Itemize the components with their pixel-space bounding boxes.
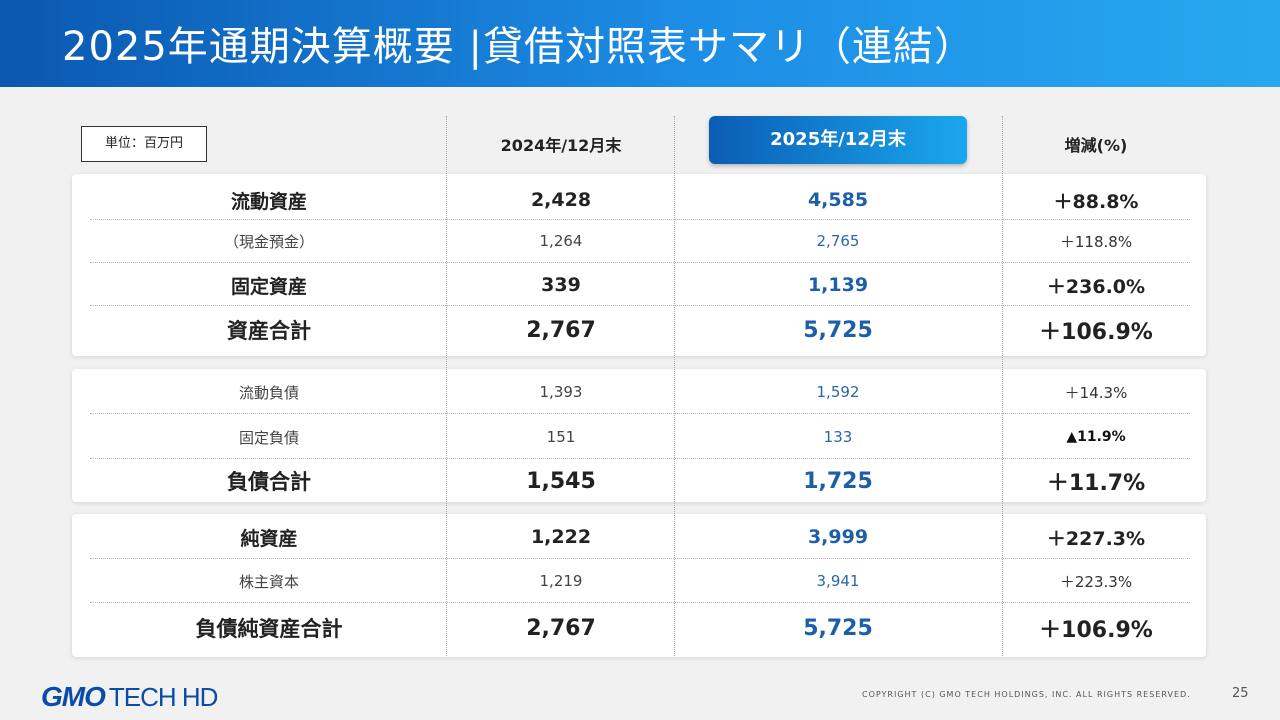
value-curr: 3,999 <box>807 526 869 548</box>
liabilities-group: 流動負債 1,393 1,592 ＋14.3% 固定負債 151 133 ▲11… <box>72 369 1206 502</box>
value-curr: 5,725 <box>803 317 873 343</box>
table-row: 固定資産 339 1,139 ＋236.0% <box>72 264 1206 306</box>
row-label: （現金預金） <box>223 232 314 251</box>
table-row: 固定負債 151 133 ▲11.9% <box>72 416 1206 458</box>
value-prev: 339 <box>541 274 581 296</box>
row-divider <box>90 558 1190 559</box>
value-change: ＋223.3% <box>1059 572 1133 591</box>
value-curr: 5,725 <box>803 615 873 641</box>
row-divider <box>90 458 1190 459</box>
page-number: 25 <box>1232 686 1249 701</box>
table-row-total: 負債純資産合計 2,767 5,725 ＋106.9% <box>72 604 1206 652</box>
column-divider <box>674 116 675 656</box>
value-curr: 1,592 <box>816 383 860 401</box>
row-label: 資産合計 <box>227 319 311 343</box>
row-label: 固定資産 <box>230 275 307 298</box>
column-divider <box>1002 116 1003 656</box>
value-change: ＋14.3% <box>1064 383 1128 402</box>
company-logo: GMO TECH HD <box>41 681 219 712</box>
table-row-total: 負債合計 1,545 1,725 ＋11.7% <box>72 460 1206 502</box>
page-title: 2025年通期決算概要 |貸借対照表サマリ（連結） <box>62 24 975 70</box>
value-change: ＋11.7% <box>1046 471 1146 496</box>
value-prev: 151 <box>546 428 576 446</box>
column-divider <box>446 116 447 656</box>
value-change: ＋118.8% <box>1059 232 1133 251</box>
value-prev: 2,767 <box>526 615 596 641</box>
row-divider <box>90 219 1190 220</box>
column-header-change: 増減(%) <box>1064 136 1128 155</box>
row-divider <box>90 602 1190 603</box>
value-change: ＋236.0% <box>1046 275 1146 298</box>
table-row: 株主資本 1,219 3,941 ＋223.3% <box>72 560 1206 602</box>
value-prev: 1,264 <box>539 232 583 250</box>
equity-group: 純資産 1,222 3,999 ＋227.3% 株主資本 1,219 3,941… <box>72 514 1206 657</box>
value-curr: 3,941 <box>816 572 860 590</box>
value-curr: 1,139 <box>807 274 869 296</box>
row-label: 負債合計 <box>227 470 311 494</box>
row-label: 負債純資産合計 <box>195 617 343 641</box>
value-change: ＋106.9% <box>1039 618 1153 643</box>
value-curr: 133 <box>823 428 853 446</box>
value-curr: 1,725 <box>803 468 873 494</box>
row-label: 固定負債 <box>238 428 299 447</box>
value-change: ＋227.3% <box>1046 527 1146 550</box>
table-row: 純資産 1,222 3,999 ＋227.3% <box>72 516 1206 558</box>
table-row: 流動資産 2,428 4,585 ＋88.8% <box>72 180 1206 220</box>
row-divider <box>90 305 1190 306</box>
value-change: ＋88.8% <box>1053 190 1139 213</box>
value-change: ＋106.9% <box>1039 320 1153 345</box>
logo-tech: TECH HD <box>108 682 219 712</box>
copyright: COPYRIGHT (C) GMO TECH HOLDINGS, INC. AL… <box>862 690 1191 699</box>
unit-label: 単位：百万円 <box>81 126 207 162</box>
column-header-curr: 2025年/12月末 <box>709 116 967 164</box>
row-label: 純資産 <box>240 527 298 550</box>
row-label: 流動負債 <box>238 383 299 402</box>
row-divider <box>90 262 1190 263</box>
value-prev: 1,393 <box>539 383 583 401</box>
row-divider <box>90 413 1190 414</box>
value-prev: 1,222 <box>530 526 592 548</box>
column-header-prev: 2024年/12月末 <box>500 136 622 155</box>
value-curr: 4,585 <box>807 189 869 211</box>
table-row: （現金預金） 1,264 2,765 ＋118.8% <box>72 222 1206 260</box>
table-row: 流動負債 1,393 1,592 ＋14.3% <box>72 371 1206 413</box>
assets-group: 流動資産 2,428 4,585 ＋88.8% （現金預金） 1,264 2,7… <box>72 174 1206 356</box>
value-prev: 2,767 <box>526 317 596 343</box>
table-row-total: 資産合計 2,767 5,725 ＋106.9% <box>72 308 1206 352</box>
value-change: ▲11.9% <box>1066 429 1126 445</box>
value-prev: 1,219 <box>539 572 583 590</box>
row-label: 株主資本 <box>238 572 299 591</box>
value-prev: 1,545 <box>526 468 596 494</box>
value-prev: 2,428 <box>530 189 592 211</box>
slide-header: 2025年通期決算概要 |貸借対照表サマリ（連結） <box>0 0 1280 87</box>
row-label: 流動資産 <box>230 190 307 213</box>
logo-gmo: GMO <box>41 681 106 712</box>
value-curr: 2,765 <box>816 232 860 250</box>
